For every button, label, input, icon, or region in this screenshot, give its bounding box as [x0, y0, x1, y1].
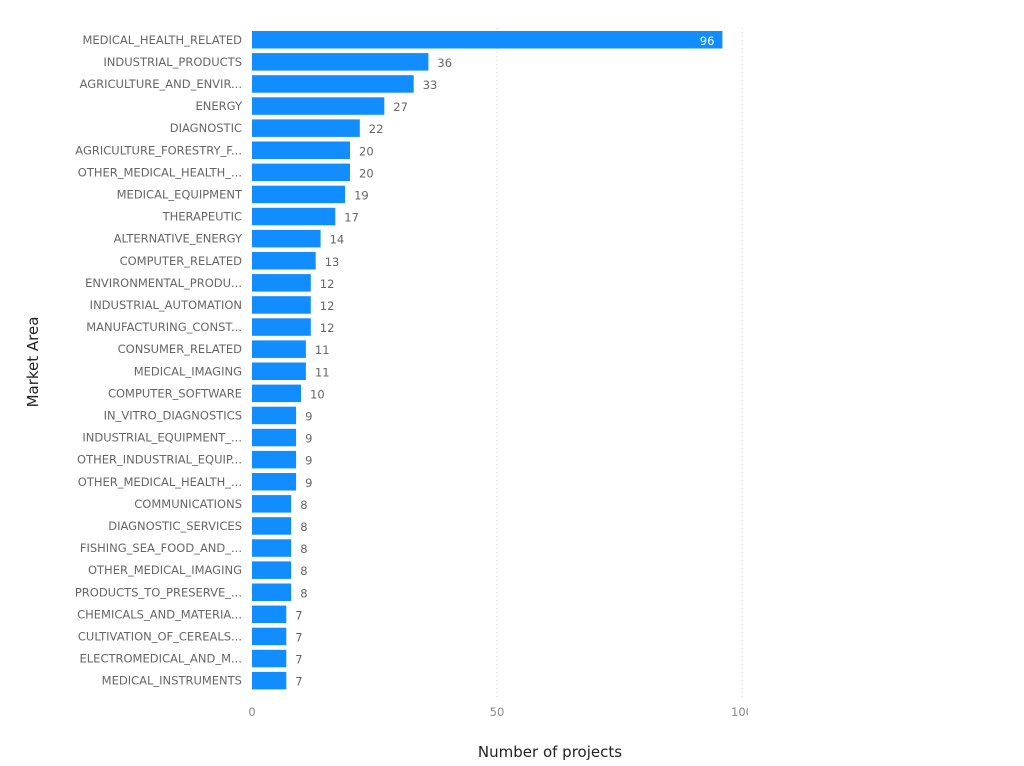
bar[interactable]	[252, 229, 321, 248]
category-label: AGRICULTURE_FORESTRY_F...	[75, 143, 242, 157]
bar[interactable]	[252, 53, 429, 71]
bar[interactable]	[252, 539, 292, 557]
category-label: THERAPEUTIC	[162, 210, 242, 224]
category-label: CULTIVATION_OF_CEREALS...	[78, 629, 242, 643]
data-label: 9	[305, 432, 312, 446]
bar[interactable]	[252, 252, 316, 270]
data-label: 20	[359, 166, 374, 180]
bar[interactable]	[252, 583, 292, 602]
data-label: 17	[344, 211, 359, 225]
category-label: MEDICAL_EQUIPMENT	[117, 187, 243, 201]
data-label: 8	[300, 586, 307, 600]
bar[interactable]	[252, 318, 311, 336]
category-label: COMPUTER_SOFTWARE	[108, 386, 242, 400]
data-label: 20	[359, 144, 374, 158]
category-label: INDUSTRIAL_EQUIPMENT_...	[82, 431, 242, 445]
category-label: DIAGNOSTIC	[170, 121, 242, 135]
category-label: COMPUTER_RELATED	[120, 254, 243, 268]
bar[interactable]	[252, 97, 385, 115]
data-label: 14	[330, 233, 345, 247]
bar[interactable]	[252, 671, 287, 690]
category-label: IN_VITRO_DIAGNOSTICS	[104, 408, 242, 422]
data-label: 9	[305, 454, 312, 468]
data-label: 10	[310, 387, 325, 401]
data-label: 12	[320, 321, 335, 335]
category-label: CONSUMER_RELATED	[118, 342, 243, 356]
bar[interactable]	[252, 450, 297, 469]
category-label: CHEMICALS_AND_MATERIA...	[77, 607, 242, 621]
bar[interactable]	[252, 605, 287, 624]
bar[interactable]	[252, 362, 306, 381]
data-label: 7	[295, 653, 302, 667]
data-label: 9	[305, 476, 312, 490]
data-label: 19	[354, 188, 369, 202]
data-label: 7	[295, 630, 302, 644]
x-tick-label: 0	[248, 705, 255, 719]
category-label: INDUSTRIAL_PRODUCTS	[103, 55, 242, 69]
bar[interactable]	[252, 627, 287, 646]
category-label: COMMUNICATIONS	[134, 497, 242, 511]
category-label: ALTERNATIVE_ENERGY	[114, 232, 243, 246]
bar[interactable]	[252, 406, 297, 425]
bar[interactable]	[252, 207, 336, 226]
data-label: 27	[393, 100, 408, 114]
category-label: OTHER_MEDICAL_HEALTH_...	[78, 475, 242, 489]
bar[interactable]	[252, 473, 297, 491]
category-label: DIAGNOSTIC_SERVICES	[108, 519, 242, 533]
bar[interactable]	[252, 649, 287, 668]
bar[interactable]	[252, 31, 723, 49]
category-label: PRODUCTS_TO_PRESERVE_...	[75, 585, 242, 599]
bar[interactable]	[252, 384, 301, 403]
bar[interactable]	[252, 495, 292, 513]
data-label: 9	[305, 409, 312, 423]
category-label: INDUSTRIAL_AUTOMATION	[90, 298, 242, 312]
data-label: 7	[295, 675, 302, 689]
category-label: ELECTROMEDICAL_AND_M...	[80, 652, 243, 666]
data-label: 12	[320, 299, 335, 313]
category-label: MEDICAL_INSTRUMENTS	[102, 674, 242, 688]
bar[interactable]	[252, 185, 346, 204]
category-label: MANUFACTURING_CONST...	[86, 320, 242, 334]
data-label: 8	[300, 520, 307, 534]
bar[interactable]	[252, 428, 297, 447]
data-label: 33	[423, 78, 438, 92]
data-label: 8	[300, 498, 307, 512]
category-label: AGRICULTURE_AND_ENVIR...	[80, 77, 242, 91]
data-label: 36	[437, 56, 452, 70]
category-label: FISHING_SEA_FOOD_AND_...	[80, 541, 242, 555]
data-label: 7	[295, 608, 302, 622]
bar[interactable]	[252, 141, 350, 160]
bar[interactable]	[252, 274, 311, 292]
bar[interactable]	[252, 340, 306, 358]
category-label: OTHER_MEDICAL_HEALTH_...	[78, 165, 242, 179]
category-label: MEDICAL_HEALTH_RELATED	[82, 33, 242, 47]
bar[interactable]	[252, 561, 292, 579]
data-label: 96	[700, 34, 715, 48]
bar[interactable]	[252, 119, 360, 137]
data-label: 8	[300, 542, 307, 556]
data-label: 8	[300, 564, 307, 578]
data-label: 13	[325, 255, 340, 269]
data-label: 11	[315, 343, 330, 357]
category-label: ENVIRONMENTAL_PRODU...	[85, 276, 242, 290]
bar[interactable]	[252, 296, 311, 314]
data-label: 12	[320, 277, 335, 291]
bar[interactable]	[252, 75, 414, 93]
category-label: OTHER_INDUSTRIAL_EQUIP...	[77, 453, 242, 467]
x-axis-title: Number of projects	[478, 743, 622, 761]
category-label: MEDICAL_IMAGING	[134, 364, 242, 378]
x-tick-label: 50	[490, 705, 505, 719]
x-tick-label: 100	[731, 705, 753, 719]
category-label: ENERGY	[196, 99, 243, 113]
data-label: 22	[369, 122, 384, 136]
data-label: 11	[315, 365, 330, 379]
category-label: OTHER_MEDICAL_IMAGING	[88, 563, 242, 577]
y-axis-title: Market Area	[24, 317, 42, 408]
bar[interactable]	[252, 163, 350, 182]
bar[interactable]	[252, 517, 292, 535]
